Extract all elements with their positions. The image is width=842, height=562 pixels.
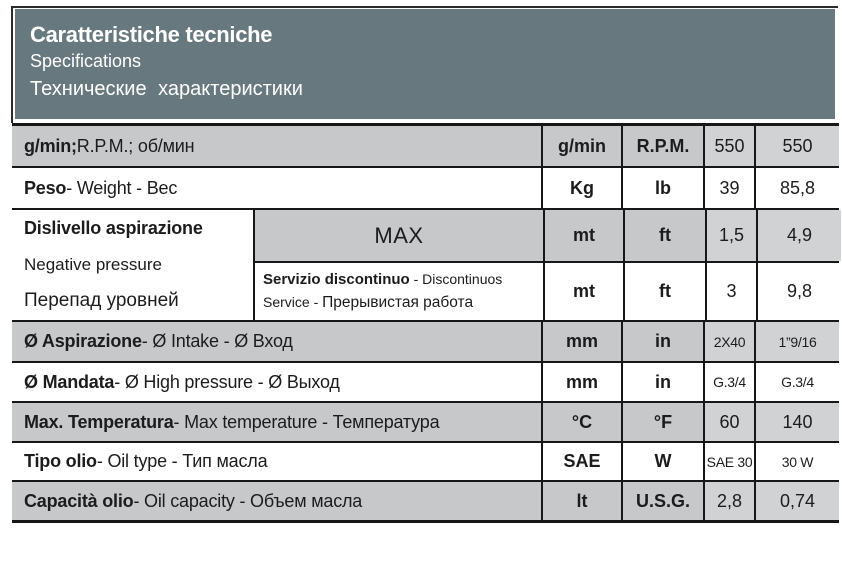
subrow-label: Servizio discontinuo - Discontinuos Serv…: [255, 263, 543, 320]
spec-row-intake: Ø Aspirazione - Ø Intake - Ø Вход mm in …: [12, 322, 839, 363]
page-title-italian: Caratteristiche tecniche: [30, 22, 273, 47]
row-label-bold: Capacità olio: [24, 490, 134, 511]
unit-cell: U.S.G.: [621, 482, 703, 520]
row-label: g/min; R.P.M.; об/мин: [12, 126, 541, 166]
value-cell: 4,9: [756, 210, 841, 261]
spec-row-weight: Peso - Weight - Вес Kg lb 39 85,8: [12, 168, 839, 210]
subrow-intermittent-service: Servizio discontinuo - Discontinuos Serv…: [255, 263, 841, 320]
unit-cell: R.P.M.: [621, 126, 703, 166]
unit-cell: ft: [623, 210, 705, 261]
value-cell: 2X40: [703, 322, 754, 361]
row-label-rest: - Ø High pressure - Ø Выход: [114, 371, 340, 392]
unit-cell: °C: [541, 403, 621, 441]
spec-row-oil-capacity: Capacità olio - Oil capacity - Объем мас…: [12, 482, 839, 520]
value-cell: 1,5: [705, 210, 756, 261]
value-cell: SAE 30: [703, 443, 754, 480]
unit-cell: Kg: [541, 168, 621, 208]
unit-cell: in: [621, 322, 703, 361]
row-label-rest: - Max temperature - Температура: [173, 411, 440, 432]
subrow-max: MAX mt ft 1,5 4,9: [255, 210, 841, 263]
unit-cell: mm: [541, 363, 621, 401]
negative-pressure-label: Dislivello aspirazione Negative pressure…: [12, 210, 253, 320]
top-rule: [11, 6, 838, 8]
spec-row-high-pressure: Ø Mandata - Ø High pressure - Ø Выход mm…: [12, 363, 839, 403]
value-cell: G.3/4: [754, 363, 839, 401]
row-label-rest: - Oil type - Тип масла: [96, 451, 268, 471]
spec-row-negative-pressure: Dislivello aspirazione Negative pressure…: [12, 210, 841, 322]
negative-pressure-subtable: MAX mt ft 1,5 4,9 Servizio discontinuo -…: [253, 210, 841, 320]
row-label: Peso - Weight - Вес: [12, 168, 541, 208]
value-cell: G.3/4: [703, 363, 754, 401]
unit-cell: °F: [621, 403, 703, 441]
row-label: Capacità olio - Oil capacity - Объем мас…: [12, 482, 541, 520]
unit-cell: g/min: [541, 126, 621, 166]
row-label: Ø Mandata - Ø High pressure - Ø Выход: [12, 363, 541, 401]
label-russian: Перепад уровней: [24, 290, 179, 311]
unit-cell: lb: [621, 168, 703, 208]
unit-cell: mm: [541, 322, 621, 361]
value-cell: 0,74: [754, 482, 839, 520]
label-italian: Dislivello aspirazione: [24, 218, 203, 238]
label-english: Negative pressure: [24, 254, 162, 274]
unit-cell: SAE: [541, 443, 621, 480]
unit-cell: ft: [623, 263, 705, 320]
unit-cell: mt: [543, 263, 623, 320]
row-label: Ø Aspirazione - Ø Intake - Ø Вход: [12, 322, 541, 361]
row-label-bold: g/min;: [24, 135, 77, 156]
spec-row-oil-type: Tipo olio - Oil type - Тип масла SAE W S…: [12, 443, 839, 482]
row-label: Tipo olio - Oil type - Тип масла: [12, 443, 541, 480]
row-label-rest: - Ø Intake - Ø Вход: [141, 331, 293, 351]
spec-row-max-temperature: Max. Temperatura - Max temperature - Тем…: [12, 403, 839, 443]
row-label-rest: R.P.M.; об/мин: [76, 135, 195, 156]
row-label-bold: Ø Mandata: [24, 371, 115, 392]
row-label-bold: Max. Temperatura: [24, 411, 174, 432]
row-label-rest: - Weight - Вес: [66, 177, 178, 198]
row-label-bold: Peso: [24, 177, 67, 198]
value-cell: 140: [754, 403, 839, 441]
spec-row-rpm: g/min; R.P.M.; об/мин g/min R.P.M. 550 5…: [12, 126, 839, 168]
service-label-line1: Servizio discontinuo - Discontinuos: [263, 270, 503, 288]
value-cell: 85,8: [754, 168, 839, 208]
page-title-russian: Технические характеристики: [30, 78, 303, 100]
row-label-bold: Tipo olio: [24, 451, 97, 471]
unit-cell: lt: [541, 482, 621, 520]
value-cell: 30 W: [754, 443, 839, 480]
unit-cell: in: [621, 363, 703, 401]
value-cell: 39: [703, 168, 754, 208]
service-label-line2: Service - Прерывистая работа: [263, 294, 474, 312]
unit-cell: W: [621, 443, 703, 480]
row-label-bold: Ø Aspirazione: [24, 331, 142, 351]
unit-cell: mt: [543, 210, 623, 261]
row-label-rest: - Oil capacity - Объем масла: [133, 490, 363, 511]
left-rule: [11, 6, 13, 123]
value-cell: 9,8: [756, 263, 841, 320]
value-cell: 60: [703, 403, 754, 441]
section-header: Caratteristiche tecniche Specifications …: [15, 9, 835, 119]
value-cell: 2,8: [703, 482, 754, 520]
value-cell: 1”9/16: [754, 322, 839, 361]
spec-table: g/min; R.P.M.; об/мин g/min R.P.M. 550 5…: [12, 123, 841, 523]
value-cell: 550: [754, 126, 839, 166]
value-cell: 550: [703, 126, 754, 166]
subrow-label: MAX: [255, 210, 543, 261]
row-label: Max. Temperatura - Max temperature - Тем…: [12, 403, 541, 441]
value-cell: 3: [705, 263, 756, 320]
page-title-english: Specifications: [30, 51, 142, 71]
